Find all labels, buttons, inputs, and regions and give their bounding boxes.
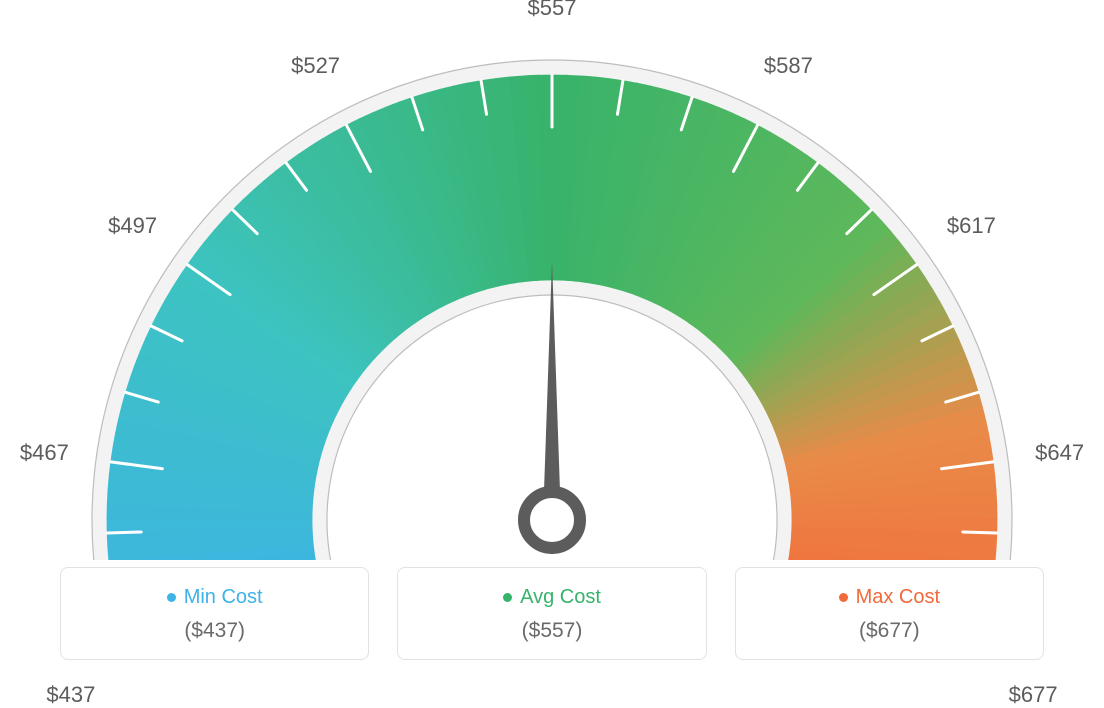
legend-avg: Avg Cost ($557) (397, 567, 706, 660)
legend-avg-title: Avg Cost (503, 586, 601, 609)
gauge-tick-label: $527 (291, 53, 340, 79)
cost-gauge-chart: $437$467$497$527$557$587$617$647$677 Min… (0, 0, 1104, 690)
gauge-tick-label: $647 (1035, 440, 1084, 466)
legend-min: Min Cost ($437) (60, 567, 369, 660)
legend-min-value: ($437) (71, 619, 358, 643)
gauge-tick-label: $677 (1009, 682, 1058, 708)
gauge-tick-label: $617 (947, 213, 996, 239)
gauge: $437$467$497$527$557$587$617$647$677 (0, 0, 1104, 560)
dot-icon (167, 593, 176, 602)
dot-icon (503, 593, 512, 602)
legend-avg-label: Avg Cost (520, 586, 601, 609)
gauge-tick-label: $497 (108, 213, 157, 239)
legend-avg-value: ($557) (408, 619, 695, 643)
legend-max-title: Max Cost (839, 586, 940, 609)
gauge-tick-label: $437 (46, 682, 95, 708)
gauge-tick-label: $557 (528, 0, 577, 21)
legend-min-title: Min Cost (167, 586, 263, 609)
gauge-svg (0, 0, 1104, 560)
legend-row: Min Cost ($437) Avg Cost ($557) Max Cost… (60, 567, 1044, 660)
dot-icon (839, 593, 848, 602)
legend-max: Max Cost ($677) (735, 567, 1044, 660)
gauge-tick-label: $587 (764, 53, 813, 79)
legend-max-value: ($677) (746, 619, 1033, 643)
gauge-tick-label: $467 (20, 440, 69, 466)
legend-min-label: Min Cost (184, 586, 263, 609)
legend-max-label: Max Cost (856, 586, 940, 609)
